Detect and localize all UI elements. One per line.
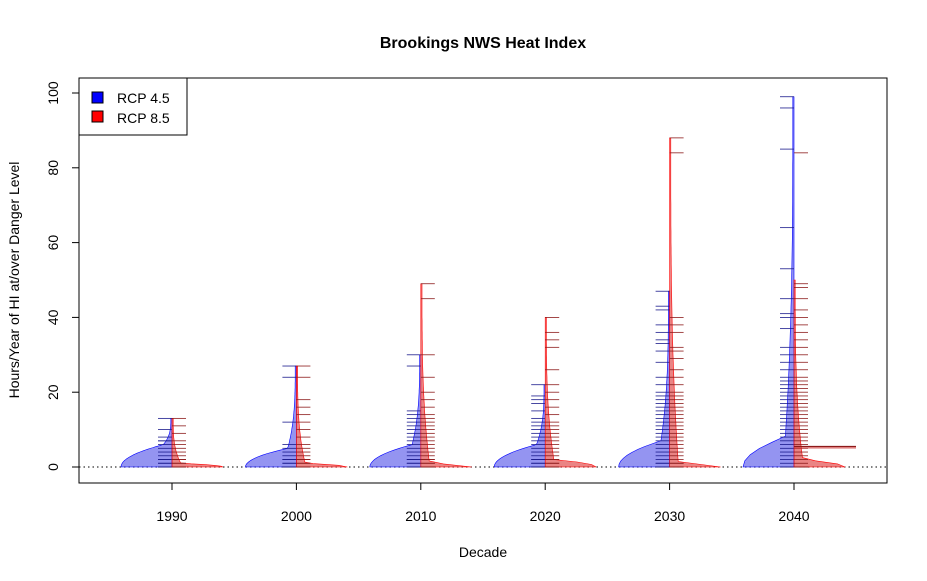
- violin-rcp-8-5-2020: [544, 316, 597, 468]
- violin-shape: [669, 137, 721, 468]
- violin-shape: [618, 290, 670, 468]
- legend: RCP 4.5 RCP 8.5: [78, 77, 188, 136]
- x-tick-label: 2040: [778, 508, 809, 524]
- x-tick-label: 2010: [405, 508, 436, 524]
- violin-rcp-4-5-2040: [742, 96, 795, 468]
- violin-shape: [742, 96, 795, 468]
- y-tick-label: 100: [45, 81, 61, 105]
- legend-label-rcp45: RCP 4.5: [117, 90, 170, 106]
- x-axis: 1990 2000 2010 2020 2030 2040: [156, 483, 810, 524]
- y-tick-label: 60: [45, 235, 61, 251]
- legend-label-rcp85: RCP 8.5: [117, 110, 170, 126]
- violin-shape: [296, 365, 348, 468]
- legend-swatch-rcp85: [91, 110, 104, 123]
- violin-rcp-8-5-2000: [296, 365, 348, 468]
- y-axis: 0 20 40 60 80 100: [45, 81, 79, 471]
- x-tick-label: 2020: [530, 508, 561, 524]
- violin-shape: [120, 418, 173, 468]
- violin-rcp-8-5-2010: [420, 283, 472, 468]
- y-tick-label: 0: [45, 463, 61, 471]
- x-tick-label: 1990: [156, 508, 187, 524]
- chart-title: Brookings NWS Heat Index: [380, 35, 586, 52]
- y-tick-label: 20: [45, 384, 61, 400]
- violin-layer: [120, 96, 856, 468]
- violin-rcp-8-5-2030: [669, 137, 721, 468]
- x-axis-label: Decade: [459, 544, 507, 560]
- legend-box: [78, 77, 188, 136]
- violin-rcp-8-5-2040: [793, 152, 846, 468]
- plot-frame: [78, 77, 888, 484]
- x-tick-label: 2000: [281, 508, 312, 524]
- violin-shape: [793, 279, 846, 468]
- y-tick-label: 80: [45, 160, 61, 176]
- violin-rcp-4-5-1990: [120, 417, 173, 468]
- violin-rcp-4-5-2030: [618, 290, 670, 468]
- y-tick-label: 40: [45, 309, 61, 325]
- x-tick-label: 2030: [654, 508, 685, 524]
- legend-swatch-rcp45: [91, 91, 104, 104]
- y-axis-label: Hours/Year of HI at/over Danger Level: [6, 162, 22, 399]
- violin-shape: [245, 365, 297, 468]
- violin-shape: [493, 384, 546, 468]
- violin-rcp-4-5-2000: [245, 365, 297, 468]
- violin-rcp-4-5-2020: [493, 384, 546, 468]
- violin-shape: [420, 283, 472, 468]
- violin-rcp-4-5-2010: [369, 354, 422, 468]
- violin-rcp-8-5-1990: [171, 417, 224, 468]
